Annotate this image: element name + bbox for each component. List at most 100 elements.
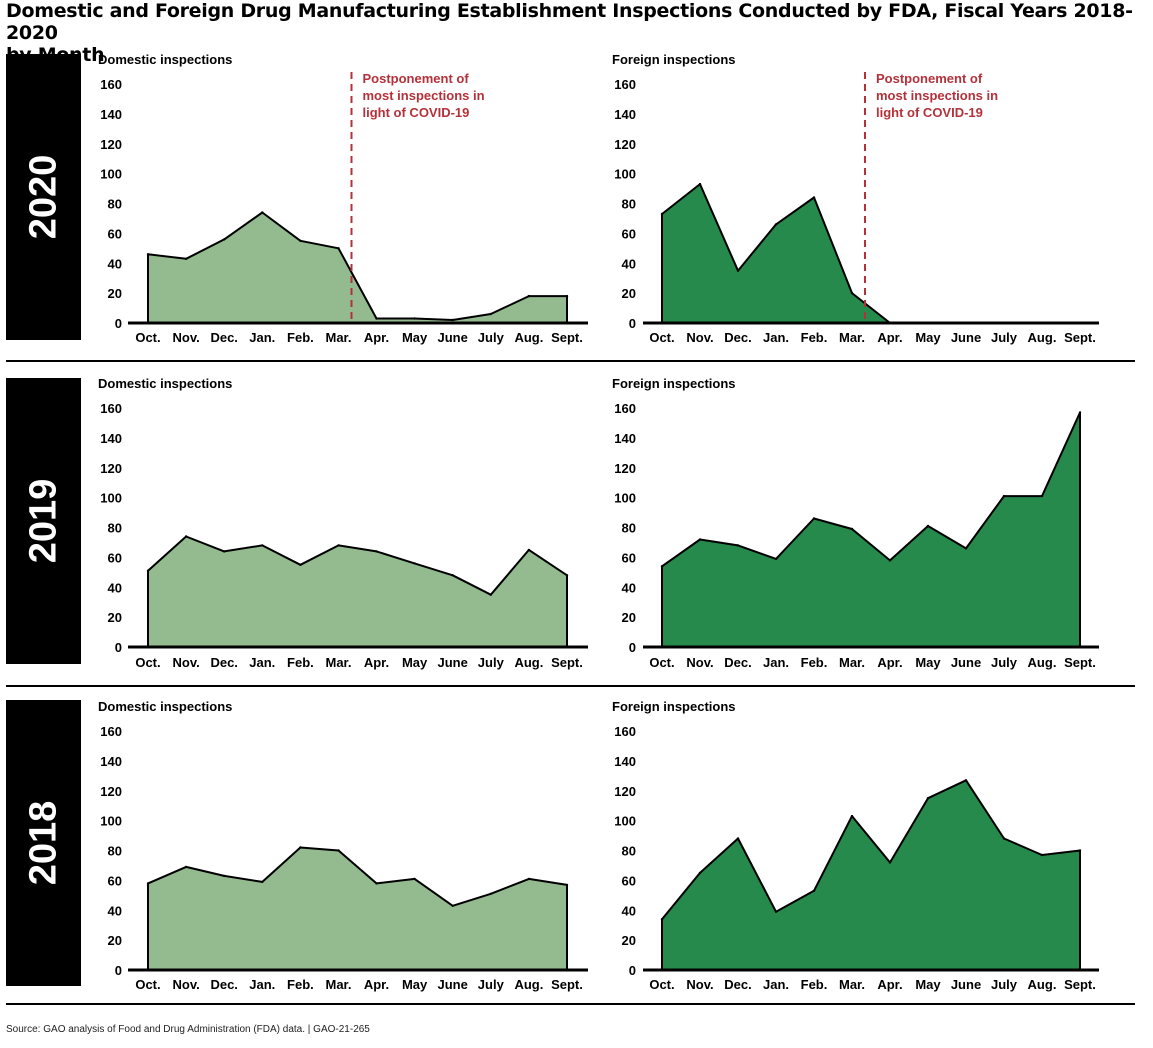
x-tick-label: June [951, 330, 981, 345]
y-tick-label: 20 [622, 610, 636, 625]
y-tick-label: 160 [614, 401, 636, 416]
data-point [774, 223, 778, 226]
series-area [148, 212, 567, 323]
x-tick-label: Jan. [249, 330, 275, 345]
y-tick-label: 60 [622, 550, 636, 565]
data-point [888, 861, 892, 864]
data-point [337, 247, 340, 250]
data-point [413, 562, 416, 565]
y-tick-label: 80 [108, 844, 122, 859]
x-tick-label: May [402, 977, 428, 992]
y-tick-label: 120 [100, 461, 122, 476]
y-tick-label: 20 [622, 286, 636, 301]
year-band-2020: 2020 [6, 54, 81, 340]
data-point [413, 877, 416, 881]
y-tick-label: 40 [108, 256, 122, 271]
data-point [527, 548, 531, 552]
data-point [489, 312, 492, 316]
title-line-1: Domestic and Foreign Drug Manufacturing … [6, 0, 1133, 44]
x-tick-label: Dec. [210, 977, 237, 992]
covid-annotation-text: light of COVID-19 [363, 105, 470, 120]
data-point [261, 211, 264, 214]
data-point [223, 550, 226, 553]
x-tick-label: May [915, 655, 941, 670]
data-point [146, 253, 150, 256]
data-point [375, 550, 378, 553]
x-tick-label: May [915, 977, 941, 992]
y-tick-label: 140 [100, 431, 122, 446]
panel-title: Foreign inspections [612, 376, 736, 391]
y-tick-label: 40 [108, 580, 122, 595]
y-tick-label: 100 [100, 814, 122, 829]
x-tick-label: Oct. [649, 330, 674, 345]
x-tick-label: Aug. [1028, 330, 1057, 345]
x-tick-label: Apr. [364, 977, 389, 992]
series-line [147, 846, 568, 970]
y-tick-label: 120 [100, 137, 122, 152]
data-point [565, 883, 569, 887]
source-note: Source: GAO analysis of Food and Drug Ad… [6, 1024, 370, 1035]
x-tick-label: Nov. [172, 655, 199, 670]
data-point [926, 797, 930, 800]
data-point [184, 257, 188, 260]
data-point [964, 547, 968, 550]
x-tick-label: Feb. [287, 977, 314, 992]
data-point [146, 882, 150, 885]
year-band-2019: 2019 [6, 378, 81, 664]
y-tick-label: 80 [622, 844, 636, 859]
covid-annotation-text: most inspections in [363, 88, 485, 103]
x-tick-label: Dec. [210, 330, 237, 345]
y-tick-label: 20 [108, 286, 122, 301]
y-tick-label: 100 [614, 814, 636, 829]
x-tick-label: May [402, 330, 428, 345]
series-area [148, 847, 567, 970]
x-tick-label: Apr. [877, 330, 902, 345]
y-tick-label: 120 [614, 784, 636, 799]
data-point [736, 837, 740, 840]
data-point [698, 182, 702, 186]
x-tick-label: Dec. [724, 330, 751, 345]
data-point [1002, 837, 1006, 840]
covid-annotation-text: Postponement of [876, 71, 983, 86]
x-tick-label: Oct. [649, 655, 674, 670]
x-tick-label: Nov. [686, 977, 713, 992]
data-point [337, 849, 340, 852]
y-tick-label: 0 [115, 963, 122, 978]
data-point [698, 538, 702, 541]
series-line [147, 211, 568, 323]
y-tick-label: 100 [614, 167, 636, 182]
data-point [1078, 849, 1082, 852]
y-tick-label: 0 [115, 316, 122, 331]
x-tick-label: Aug. [1028, 655, 1057, 670]
x-tick-label: July [478, 977, 505, 992]
data-point [888, 559, 892, 562]
x-tick-label: Aug. [1028, 977, 1057, 992]
y-tick-label: 60 [108, 226, 122, 241]
x-tick-label: Sept. [1064, 977, 1096, 992]
y-tick-label: 40 [622, 580, 636, 595]
data-point [660, 565, 664, 568]
x-tick-label: Feb. [287, 655, 314, 670]
x-tick-label: Apr. [877, 977, 902, 992]
x-tick-label: Dec. [724, 655, 751, 670]
covid-annotation-text: Postponement of [363, 71, 470, 86]
y-tick-label: 140 [614, 107, 636, 122]
data-point [736, 544, 740, 547]
x-tick-label: May [402, 655, 428, 670]
x-tick-label: Apr. [364, 655, 389, 670]
data-point [261, 880, 264, 884]
data-point [812, 517, 816, 520]
x-tick-label: July [991, 330, 1018, 345]
x-tick-label: Feb. [801, 977, 828, 992]
y-tick-label: 80 [622, 521, 636, 536]
covid-annotation-text: most inspections in [876, 88, 998, 103]
data-point [489, 892, 492, 895]
y-tick-label: 40 [108, 903, 122, 918]
data-point [812, 196, 816, 199]
data-point [184, 535, 188, 538]
data-point [774, 557, 778, 561]
x-tick-label: June [438, 655, 468, 670]
panel-title: Foreign inspections [612, 52, 736, 67]
x-tick-label: Feb. [801, 655, 828, 670]
